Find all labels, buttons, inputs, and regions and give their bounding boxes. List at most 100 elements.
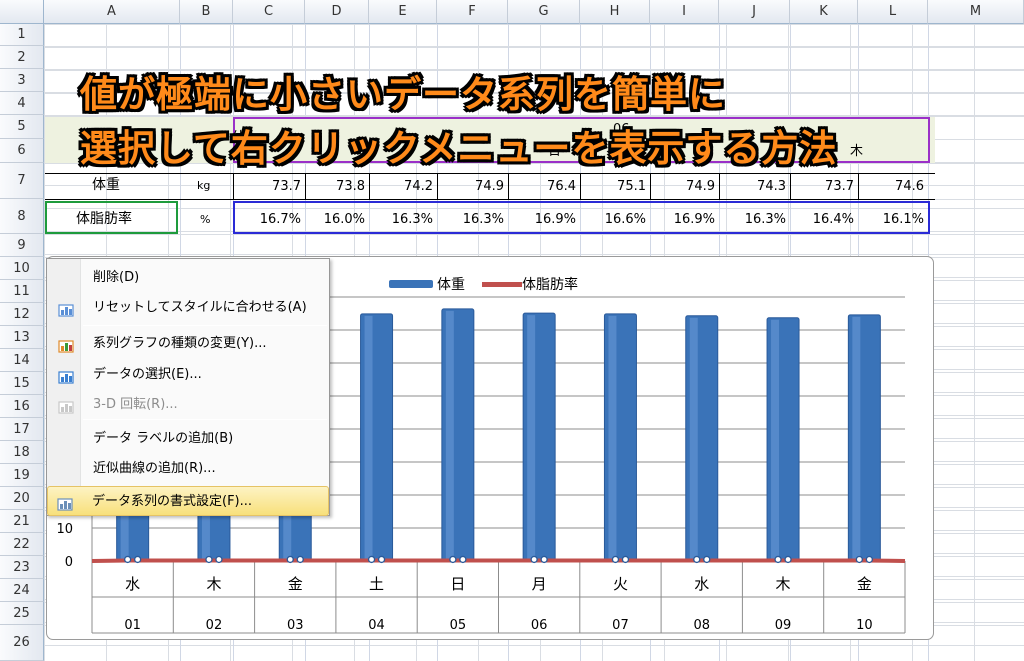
row-header-5[interactable]: 5	[0, 115, 44, 139]
row-header-16[interactable]: 16	[0, 395, 44, 418]
fat-label-cell[interactable]: 体脂肪率	[76, 211, 132, 227]
column-header-d[interactable]: D	[305, 0, 369, 24]
weight-value-cell[interactable]: 73.8	[336, 179, 365, 194]
series-selection-handle[interactable]	[215, 555, 223, 564]
row-header-14[interactable]: 14	[0, 349, 44, 372]
series-selection-handle[interactable]	[367, 555, 376, 564]
series-selection-handle[interactable]	[530, 555, 538, 564]
weight-unit-cell[interactable]: kg	[197, 179, 211, 192]
weight-value-cell[interactable]: 74.2	[404, 179, 433, 194]
category-label: 金	[857, 575, 872, 593]
row-header-4[interactable]: 4	[0, 92, 44, 115]
series-selection-handle[interactable]	[296, 555, 304, 564]
menu-item-0[interactable]: 削除(D)	[49, 263, 327, 293]
menu-item-label: 系列グラフの種類の変更(Y)...	[93, 336, 267, 351]
row-header-6[interactable]: 6	[0, 139, 44, 163]
series-selection-handle[interactable]	[286, 555, 294, 564]
row-header-11[interactable]: 11	[0, 280, 44, 303]
fat-value-cell[interactable]: 16.9%	[673, 212, 715, 227]
row-header-23[interactable]: 23	[0, 556, 44, 579]
fat-value-cell[interactable]: 16.6%	[604, 212, 646, 227]
weight-value-cell[interactable]: 75.1	[617, 179, 646, 194]
fat-value-cell[interactable]: 16.9%	[534, 212, 576, 227]
series-selection-handle[interactable]	[865, 555, 873, 564]
series-selection-handle[interactable]	[774, 555, 782, 564]
column-header-b[interactable]: B	[180, 0, 233, 24]
series-selection-handle[interactable]	[124, 555, 132, 564]
series-selection-handle[interactable]	[540, 555, 548, 564]
banner-title-line1: 値が極端に小さいデータ系列を簡単に	[80, 73, 726, 116]
menu-item-6[interactable]: 近似曲線の追加(R)...	[49, 454, 327, 484]
series-selection-handle[interactable]	[205, 555, 213, 564]
row-header-10[interactable]: 10	[0, 257, 44, 280]
series-selection-handle[interactable]	[134, 555, 142, 564]
weight-value-cell[interactable]: 73.7	[272, 179, 301, 194]
column-header-m[interactable]: M	[928, 0, 1024, 24]
column-header-f[interactable]: F	[437, 0, 508, 24]
menu-item-4[interactable]: 3-D 回転(R)...	[49, 390, 327, 420]
weight-value-cell[interactable]: 74.9	[686, 179, 715, 194]
row-header-22[interactable]: 22	[0, 533, 44, 556]
column-header-l[interactable]: L	[858, 0, 928, 24]
series-selection-handle[interactable]	[703, 555, 711, 564]
column-header-k[interactable]: K	[790, 0, 858, 24]
row-header-12[interactable]: 12	[0, 303, 44, 326]
row-header-25[interactable]: 25	[0, 602, 44, 625]
row-header-9[interactable]: 9	[0, 234, 44, 257]
menu-item-5[interactable]: データ ラベルの追加(B)	[49, 424, 327, 454]
menu-item-label: データ ラベルの追加(B)	[93, 431, 234, 446]
menu-item-3[interactable]: データの選択(E)...	[49, 360, 327, 390]
row-header-7[interactable]: 7	[0, 163, 44, 199]
row-header-1[interactable]: 1	[0, 24, 44, 46]
row-header-13[interactable]: 13	[0, 326, 44, 349]
row-header-26[interactable]: 26	[0, 625, 44, 661]
series-selection-handle[interactable]	[855, 555, 863, 564]
fat-value-cell[interactable]: 16.4%	[812, 212, 854, 227]
row-header-21[interactable]: 21	[0, 510, 44, 533]
fat-value-cell[interactable]: 16.0%	[323, 212, 365, 227]
weight-value-cell[interactable]: 76.4	[547, 179, 576, 194]
row-header-20[interactable]: 20	[0, 487, 44, 510]
row-header-17[interactable]: 17	[0, 418, 44, 441]
fat-value-cell[interactable]: 16.7%	[259, 212, 301, 227]
weight-value-cell[interactable]: 73.7	[825, 179, 854, 194]
column-header-h[interactable]: H	[580, 0, 650, 24]
column-header-j[interactable]: J	[719, 0, 790, 24]
weight-label-cell[interactable]: 体重	[92, 177, 120, 193]
weight-value-cell[interactable]: 74.3	[757, 179, 786, 194]
weight-value-cell[interactable]: 74.6	[895, 179, 924, 194]
row-header-24[interactable]: 24	[0, 579, 44, 602]
fat-unit-cell[interactable]: %	[200, 213, 211, 226]
column-header-i[interactable]: I	[650, 0, 719, 24]
fat-value-cell[interactable]: 16.3%	[462, 212, 504, 227]
line-bodyfat[interactable]	[91, 558, 906, 563]
row-header-3[interactable]: 3	[0, 69, 44, 92]
menu-item-label: 3-D 回転(R)...	[93, 397, 178, 412]
fat-value-cell[interactable]: 16.1%	[882, 212, 924, 227]
series-selection-handle[interactable]	[693, 555, 701, 564]
chart-plot[interactable]: 10 0 水 01 木 02 金 03 土 04 日 05 月 06 火 07 水 08 木 09 金 10 体重 体脂肪率	[47, 257, 935, 641]
series-selection-handle[interactable]	[621, 555, 630, 564]
row-header-18[interactable]: 18	[0, 441, 44, 464]
weight-value-cell[interactable]: 74.9	[475, 179, 504, 194]
menu-item-7[interactable]: データ系列の書式設定(F)...	[47, 486, 329, 516]
column-header-g[interactable]: G	[508, 0, 580, 24]
context-menu[interactable]: 削除(D) リセットしてスタイルに合わせる(A) 系列グラフの種類の変更(Y)...…	[46, 258, 330, 516]
series-selection-handle[interactable]	[784, 555, 792, 564]
row-header-8[interactable]: 8	[0, 199, 44, 234]
row-header-2[interactable]: 2	[0, 46, 44, 69]
menu-item-2[interactable]: 系列グラフの種類の変更(Y)...	[49, 329, 327, 359]
row-header-15[interactable]: 15	[0, 372, 44, 395]
column-header-e[interactable]: E	[369, 0, 437, 24]
series-selection-handle[interactable]	[611, 555, 620, 564]
select-all-corner[interactable]	[0, 0, 44, 24]
fat-value-cell[interactable]: 16.3%	[391, 212, 433, 227]
row-header-19[interactable]: 19	[0, 464, 44, 487]
series-selection-handle[interactable]	[449, 555, 457, 564]
menu-item-1[interactable]: リセットしてスタイルに合わせる(A)	[49, 293, 327, 323]
fat-value-cell[interactable]: 16.3%	[744, 212, 786, 227]
series-selection-handle[interactable]	[459, 555, 467, 564]
series-selection-handle[interactable]	[377, 555, 386, 564]
column-header-a[interactable]: A	[44, 0, 180, 24]
column-header-c[interactable]: C	[233, 0, 305, 24]
